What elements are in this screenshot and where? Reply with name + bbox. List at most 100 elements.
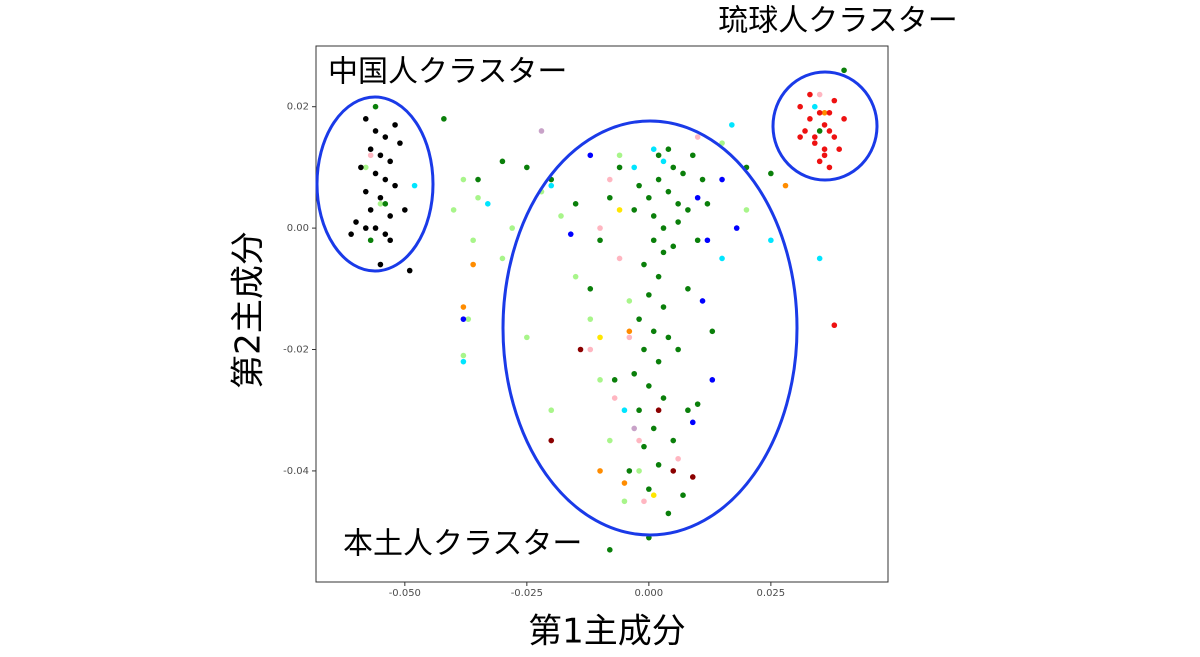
- point: [655, 462, 662, 468]
- point: [636, 437, 642, 444]
- point: [841, 67, 847, 74]
- y-tick-label: 0.02: [287, 102, 309, 113]
- point: [782, 182, 789, 189]
- point: [646, 292, 652, 298]
- y-tick-label: -0.04: [283, 466, 309, 477]
- point: [397, 140, 403, 146]
- point: [675, 219, 681, 225]
- point: [680, 492, 686, 498]
- point: [660, 158, 667, 165]
- point: [650, 146, 657, 152]
- point: [831, 322, 838, 329]
- point: [616, 152, 623, 159]
- point: [816, 255, 823, 262]
- point: [685, 407, 691, 414]
- point: [470, 237, 476, 244]
- point: [821, 152, 828, 159]
- point: [587, 152, 594, 159]
- point: [719, 140, 725, 146]
- point: [367, 146, 374, 152]
- y-tick-label: -0.02: [283, 345, 309, 356]
- point: [699, 176, 706, 183]
- point: [665, 146, 672, 152]
- point: [660, 395, 667, 401]
- point: [626, 468, 633, 474]
- point: [650, 213, 657, 219]
- point: [382, 176, 389, 183]
- point: [377, 201, 384, 207]
- point: [406, 267, 413, 274]
- point: [548, 437, 555, 444]
- point: [358, 164, 364, 171]
- point: [675, 455, 681, 462]
- point: [558, 213, 564, 219]
- point: [641, 443, 647, 450]
- annotation: 中国人クラスター: [328, 55, 567, 90]
- point: [475, 176, 481, 183]
- point: [768, 170, 774, 177]
- point: [694, 401, 701, 407]
- point: [694, 237, 701, 244]
- point: [719, 176, 725, 183]
- point: [367, 207, 374, 213]
- point: [670, 437, 677, 444]
- point: [816, 128, 823, 134]
- point: [636, 468, 642, 474]
- point: [509, 225, 515, 231]
- y-tick-label: 0.00: [287, 223, 309, 234]
- point: [626, 298, 633, 304]
- point: [611, 395, 618, 401]
- point: [680, 170, 686, 177]
- point: [362, 164, 369, 171]
- point: [665, 334, 672, 341]
- point: [655, 407, 662, 414]
- point: [660, 304, 667, 310]
- cluster-ellipse: [501, 119, 799, 537]
- point: [460, 352, 467, 359]
- point: [689, 152, 696, 159]
- point: [587, 286, 594, 292]
- point: [836, 146, 842, 152]
- point: [572, 201, 579, 207]
- point: [646, 194, 652, 201]
- point: [587, 316, 594, 322]
- point: [607, 437, 613, 444]
- point: [821, 146, 828, 152]
- point: [382, 134, 389, 140]
- point: [597, 225, 603, 231]
- point: [816, 158, 823, 165]
- point: [694, 194, 701, 201]
- point: [377, 261, 384, 268]
- point: [704, 201, 711, 207]
- point: [641, 261, 647, 268]
- point: [387, 213, 393, 219]
- x-tick-label: 0.025: [757, 588, 786, 599]
- point: [699, 298, 706, 304]
- point: [670, 243, 677, 250]
- point: [729, 122, 735, 128]
- point: [768, 237, 774, 244]
- point: [626, 334, 633, 341]
- point: [631, 164, 638, 171]
- point: [460, 358, 467, 365]
- point: [387, 158, 393, 165]
- annotation: 本土人クラスター: [343, 527, 582, 562]
- x-axis-label: 第1主成分: [528, 612, 686, 652]
- point: [372, 103, 379, 110]
- point: [826, 128, 833, 134]
- point: [572, 273, 579, 280]
- point: [367, 152, 374, 159]
- point: [631, 425, 638, 432]
- point: [655, 152, 662, 159]
- point: [567, 231, 574, 237]
- point: [372, 225, 379, 231]
- point: [587, 346, 594, 353]
- point: [660, 249, 667, 256]
- point: [616, 207, 623, 213]
- point: [655, 358, 662, 365]
- point: [621, 407, 628, 414]
- point: [411, 182, 418, 189]
- point: [675, 346, 681, 353]
- point: [621, 498, 628, 505]
- point: [821, 109, 828, 116]
